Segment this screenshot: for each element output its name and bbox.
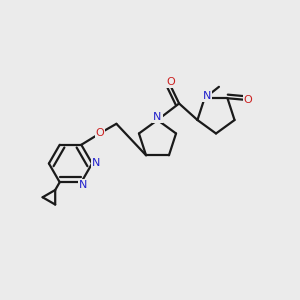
Text: O: O [95, 128, 104, 138]
Text: N: N [92, 158, 100, 169]
Text: N: N [79, 180, 87, 190]
Text: N: N [153, 112, 162, 122]
Text: N: N [203, 91, 211, 101]
Text: O: O [244, 95, 253, 105]
Text: O: O [166, 77, 175, 87]
